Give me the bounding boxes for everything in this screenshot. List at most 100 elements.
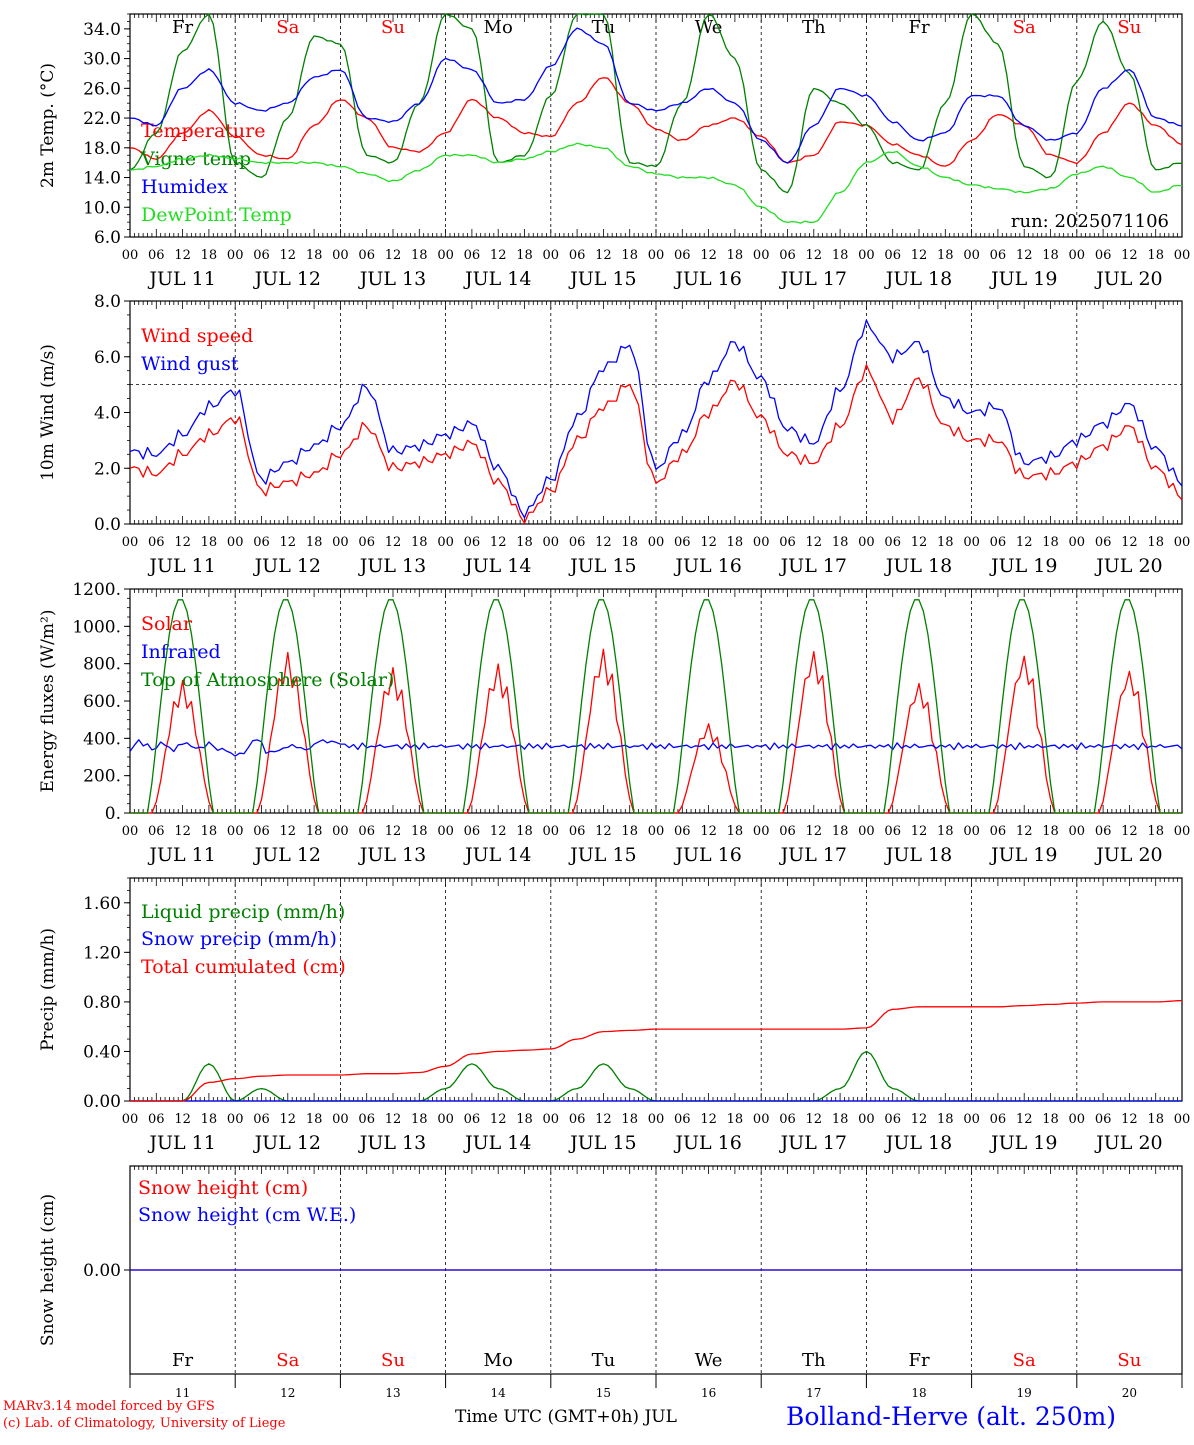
series-line-wind-1 [129,319,1183,519]
y-tick-label: 1.60 [83,894,121,914]
model-credit: MARv3.14 model forced by GFS (c) Lab. of… [3,1398,285,1432]
y-tick-label: 2.0 [94,459,121,479]
x-hour-label: 12 [595,1112,612,1127]
x-hour-label: 00 [1069,1112,1086,1127]
x-hour-label: 18 [1147,1112,1164,1127]
x-hour-label: 18 [937,248,954,263]
bottom-dow-label: Th [802,1350,826,1371]
x-hour-label: 18 [1042,1112,1059,1127]
x-hour-label: 00 [122,248,139,263]
y-tick-label: 6.0 [94,228,121,248]
x-hour-label: 12 [700,824,717,839]
dow-label: Su [1117,17,1141,38]
x-date-label: JUL 11 [147,555,215,577]
x-hour-label: 12 [280,535,297,550]
bottom-dow-label: Fr [172,1350,193,1371]
y-tick-label: 26.0 [83,79,121,99]
x-date-label: JUL 18 [884,268,952,290]
x-hour-label: 12 [385,1112,402,1127]
x-axis-title: Time UTC (GMT+0h) JUL [455,1407,677,1427]
x-hour-label: 18 [727,1112,744,1127]
x-date-label: JUL 11 [147,1132,215,1154]
x-hour-label: 06 [1095,1112,1112,1127]
x-date-label: JUL 17 [779,268,847,290]
x-hour-label: 06 [253,248,270,263]
x-hour-label: 06 [674,535,691,550]
x-hour-label: 18 [411,824,428,839]
x-hour-label: 18 [516,248,533,263]
x-hour-label: 12 [280,248,297,263]
x-hour-label: 00 [227,248,244,263]
y-tick-label: 0.00 [83,1092,121,1112]
legend-entry-energy-0: Solar [141,613,193,635]
y-tick-label: 0.40 [83,1042,121,1062]
legend-entry-temp-0: Temperature [141,120,265,142]
x-hour-label: 18 [516,824,533,839]
bottom-day-number: 11 [175,1386,190,1400]
series-line-temp-3 [129,142,1182,224]
x-date-label: JUL 13 [358,555,426,577]
dow-label: Fr [908,17,929,38]
x-hour-label: 12 [490,248,507,263]
x-hour-label: 12 [280,824,297,839]
x-hour-label: 00 [1069,824,1086,839]
x-date-label: JUL 15 [568,1132,636,1154]
x-date-label: JUL 11 [147,844,215,866]
x-hour-label: 06 [253,1112,270,1127]
x-date-label: JUL 20 [1094,844,1162,866]
x-date-label: JUL 12 [253,268,321,290]
x-hour-label: 12 [174,535,191,550]
x-date-label: JUL 13 [358,268,426,290]
x-hour-label: 00 [648,824,665,839]
x-hour-label: 00 [122,1112,139,1127]
x-hour-label: 12 [806,535,823,550]
x-hour-label: 12 [490,1112,507,1127]
x-hour-label: 06 [990,824,1007,839]
x-hour-label: 06 [253,824,270,839]
x-hour-label: 12 [1121,824,1138,839]
x-hour-label: 00 [648,535,665,550]
x-hour-label: 18 [201,1112,218,1127]
x-date-label: JUL 16 [673,1132,741,1154]
legend-entry-snow-1: Snow height (cm W.E.) [138,1204,356,1226]
x-hour-label: 18 [832,248,849,263]
x-hour-label: 12 [806,248,823,263]
x-hour-label: 18 [937,1112,954,1127]
x-hour-label: 06 [148,535,165,550]
x-date-label: JUL 13 [358,1132,426,1154]
x-hour-label: 18 [621,824,638,839]
series-line-temp-2 [129,27,1183,164]
x-hour-label: 00 [122,535,139,550]
x-hour-label: 06 [990,248,1007,263]
x-date-label: JUL 18 [884,555,952,577]
x-hour-label: 00 [437,1112,454,1127]
y-tick-label: 34.0 [83,20,121,40]
x-date-label: JUL 20 [1094,555,1162,577]
x-hour-label: 12 [1016,248,1033,263]
x-hour-label: 00 [963,248,980,263]
x-hour-label: 00 [332,535,349,550]
x-hour-label: 00 [858,535,875,550]
bottom-day-number: 13 [385,1386,400,1400]
x-hour-label: 06 [148,824,165,839]
x-hour-label: 06 [779,824,796,839]
x-hour-label: 00 [227,1112,244,1127]
x-hour-label: 06 [569,535,586,550]
y-axis-label-wind: 10m Wind (m/s) [38,344,58,481]
x-hour-label: 00 [858,248,875,263]
dow-label: Mo [484,17,513,38]
bottom-dow-label: Su [381,1350,405,1371]
x-hour-label: 06 [779,535,796,550]
x-hour-label: 18 [832,824,849,839]
x-hour-label: 18 [411,248,428,263]
legend-entry-temp-1: Vigne temp [140,148,251,170]
bottom-day-number: 12 [280,1386,295,1400]
dow-label: Sa [276,17,299,38]
x-hour-label: 12 [700,1112,717,1127]
legend-entry-wind-1: Wind gust [141,353,239,375]
x-hour-label: 12 [174,824,191,839]
dow-label: Th [802,17,826,38]
panel-frame-wind [129,300,1183,525]
x-hour-label: 00 [332,1112,349,1127]
bottom-day-number: 19 [1017,1386,1032,1400]
